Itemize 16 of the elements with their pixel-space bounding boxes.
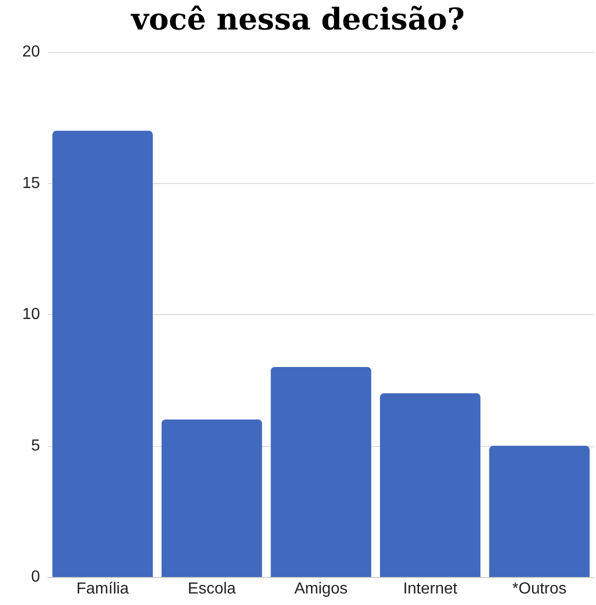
y-tick-label: 20 [22, 44, 40, 60]
x-tick-label: *Outros [512, 580, 567, 598]
x-tick-label: Amigos [294, 580, 348, 598]
y-tick-label: 5 [31, 437, 40, 454]
y-tick-label: 10 [22, 306, 40, 323]
bar [270, 367, 372, 577]
bar [52, 130, 153, 577]
y-tick-label: 15 [22, 174, 40, 192]
bar [162, 420, 262, 577]
x-tick-label: Família [76, 580, 129, 598]
bar [489, 446, 590, 577]
chart-title: você nessa decisão? [130, 2, 465, 38]
bar [380, 393, 480, 577]
x-tick-label: Internet [403, 580, 458, 598]
x-tick-label: Escola [188, 580, 236, 598]
y-tick-label: 0 [31, 568, 40, 586]
